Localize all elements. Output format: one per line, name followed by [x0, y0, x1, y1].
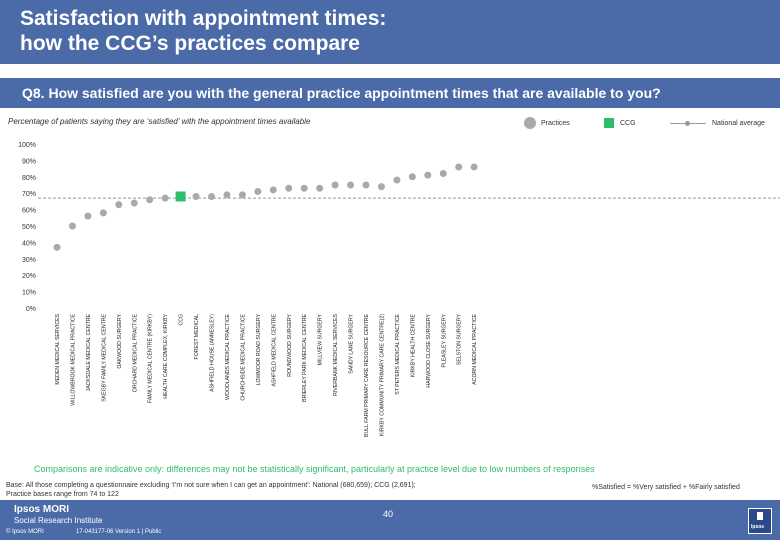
slide-title: Satisfaction with appointment times: how…	[20, 6, 386, 56]
base-note-line1: Base: All those completing a questionnai…	[6, 482, 416, 489]
brand-subtitle: Social Research Institute	[14, 516, 103, 525]
question-bar: Q8. How satisfied are you with the gener…	[0, 78, 780, 108]
practice-category-label: KIRKBY COMMUNITY PRIMARY CARE CENTRE(2)	[379, 314, 385, 436]
practice-category-label: WOODLANDS MEDICAL PRACTICE	[225, 313, 231, 400]
practice-category-label: ROUNDWOOD SURGERY	[287, 313, 293, 376]
practice-category-label: HARWOOD CLOSE SURGERY	[426, 313, 432, 387]
page-number: 40	[383, 509, 394, 519]
practice-category-label: WILLOWBROOK MEDICAL PRACTICE	[70, 313, 76, 405]
practice-point	[285, 184, 293, 192]
practice-category-label: RIVERBANK MEDICAL SERVICES	[333, 313, 339, 395]
y-tick-label: 20%	[22, 273, 36, 280]
base-note-line2: Practice bases range from 74 to 122	[6, 491, 119, 498]
comparisons-note: Comparisons are indicative only: differe…	[34, 464, 595, 474]
practice-point	[223, 191, 231, 199]
practice-category-label: MEDEN MEDICAL SERVICES	[55, 313, 61, 384]
y-tick-label: 90%	[22, 158, 36, 165]
question-text: Q8. How satisfied are you with the gener…	[22, 85, 661, 101]
practice-category-label: OAKWOOD SURGERY	[117, 313, 123, 368]
legend-practices-marker	[524, 117, 536, 129]
slide-title-line1: Satisfaction with appointment times:	[20, 7, 387, 30]
logo-icon	[757, 512, 763, 520]
practice-point	[146, 196, 154, 204]
practice-point	[115, 201, 123, 209]
practice-category-label: SANDY LANE SURGERY	[349, 313, 355, 373]
legend-ccg-marker	[604, 118, 614, 128]
copyright-text: © Ipsos MORI	[6, 529, 44, 535]
chart-subtitle: Percentage of patients saying they are ‘…	[8, 117, 311, 126]
practice-point	[316, 184, 324, 192]
y-tick-label: 70%	[22, 191, 36, 198]
practice-category-label: JACKSDALE MEDICAL CENTRE	[86, 313, 92, 391]
practice-category-label: FAMILY MEDICAL CENTRE (KIRKBY)	[148, 314, 154, 403]
practice-category-label: BULL FARM PRIMARY CARE RESOURCE CENTRE	[364, 313, 370, 437]
practice-point	[130, 199, 138, 207]
practice-point	[347, 181, 355, 189]
practice-category-label: ASHFIELD HOUSE (ANNESLEY)	[210, 314, 216, 392]
slide-title-line2: how the CCG’s practices compare	[20, 32, 360, 55]
scatter-chart: 0% 10% 20% 30% 40% 50% 60% 70% 80% 90% 100% MEDEN M…	[18, 142, 780, 437]
practice-point	[99, 209, 107, 217]
ccg-category-label: CCG	[179, 314, 185, 326]
practice-point	[393, 176, 401, 184]
brand-name: Ipsos MORI	[14, 504, 70, 515]
practice-point	[455, 163, 463, 171]
practice-point	[362, 181, 370, 189]
practice-point	[439, 170, 447, 178]
practice-category-label: HEALTH CARE COMPLEX, KIRKBY	[163, 313, 169, 398]
practice-point	[331, 181, 339, 189]
ipsos-logo: Ipsos	[748, 508, 772, 534]
y-tick-label: 10%	[22, 290, 36, 297]
practice-point	[192, 192, 200, 200]
practice-category-label: SELSTON SURGERY	[457, 313, 463, 365]
practice-category-label: CHURCHSIDE MEDICAL PRACTICE	[240, 313, 246, 400]
legend-national-marker	[685, 121, 690, 126]
practice-point	[408, 173, 416, 181]
practice-point	[424, 171, 432, 179]
practice-category-label: KIRKBY HEALTH CENTRE	[410, 313, 416, 377]
y-tick-label: 0%	[26, 306, 36, 313]
practice-category-label: FOREST MEDICAL	[194, 314, 200, 360]
practice-point	[161, 194, 169, 202]
practice-point	[84, 212, 92, 220]
practice-category-label: ST PETERS MEDICAL PRACTICE	[395, 313, 401, 394]
practice-point	[208, 192, 215, 200]
practice-category-label: SKEGBY FAMILY MEDICAL CENTRE	[101, 313, 107, 401]
practice-point	[269, 186, 277, 194]
y-tick-label: 100%	[18, 142, 36, 149]
practice-category-label: ASHFIELD MEDICAL CENTRE	[271, 313, 277, 386]
job-reference: 17-043177-06 Version 1 | Public	[76, 529, 162, 535]
y-tick-label: 50%	[22, 224, 36, 231]
logo-text: Ipsos	[751, 524, 765, 530]
practice-point	[68, 222, 76, 230]
legend-ccg-label: CCG	[620, 120, 636, 127]
practice-category-label: LOWMOOR ROAD SURGERY	[256, 313, 262, 385]
header-bar: Satisfaction with appointment times: how…	[0, 0, 780, 64]
y-tick-label: 60%	[22, 208, 36, 215]
practice-point	[377, 183, 385, 191]
y-tick-label: 40%	[22, 240, 36, 247]
y-tick-label: 30%	[22, 257, 36, 264]
ccg-point	[175, 191, 186, 202]
practice-category-label: MILLVIEW SURGERY	[318, 313, 324, 365]
base-note: Base: All those completing a questionnai…	[6, 481, 486, 499]
practice-category-label: BRIERLEY PARK MEDICAL CENTRE	[302, 313, 308, 401]
practice-point	[300, 184, 308, 192]
practice-category-label: ACORN MEDICAL PRACTICE	[472, 313, 478, 384]
practice-point	[238, 191, 246, 199]
practice-category-label: PLEASLEY SURGERY	[441, 313, 447, 367]
practice-point	[53, 243, 61, 251]
y-tick-label: 80%	[22, 175, 36, 182]
practice-category-label: ORCHARD MEDICAL PRACTICE	[132, 313, 138, 392]
footer-bar	[0, 500, 780, 540]
legend-national-label: National average	[712, 120, 765, 127]
practice-point	[470, 163, 478, 171]
satisfied-definition: %Satisfied = %Very satisfied + %Fairly s…	[592, 484, 740, 491]
legend-practices-label: Practices	[541, 120, 570, 127]
practice-point	[254, 188, 262, 196]
